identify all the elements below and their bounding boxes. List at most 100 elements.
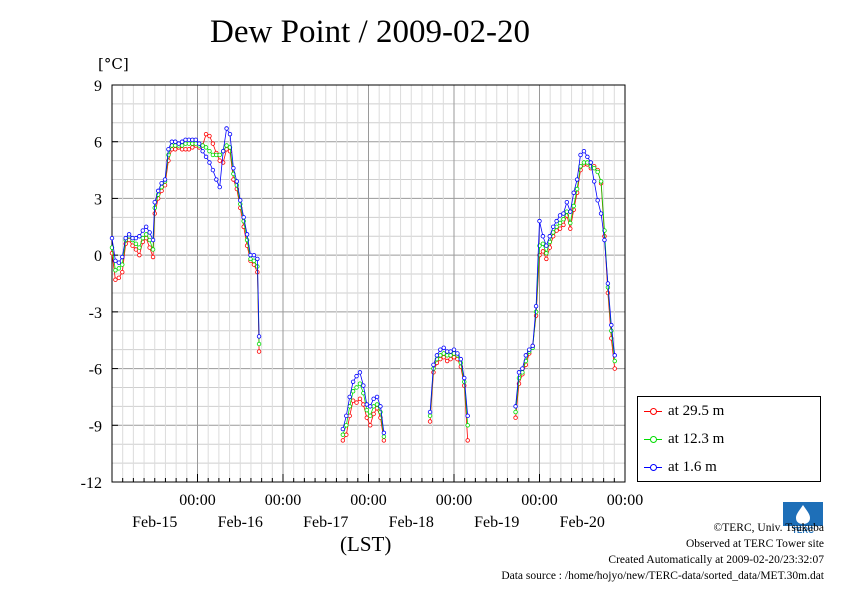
data-point xyxy=(179,139,185,144)
data-point xyxy=(120,269,125,275)
data-point xyxy=(224,126,229,131)
data-point xyxy=(248,256,253,262)
logo-text: TERC xyxy=(792,526,814,534)
data-point xyxy=(448,353,453,358)
data-point xyxy=(431,362,436,367)
y-tick-label: -9 xyxy=(89,418,102,435)
data-point xyxy=(444,358,450,364)
data-point xyxy=(140,235,145,241)
data-point xyxy=(571,203,576,209)
data-point xyxy=(368,423,373,428)
data-point xyxy=(368,413,373,419)
data-point xyxy=(256,341,262,347)
data-point xyxy=(441,355,446,360)
data-point xyxy=(547,234,552,239)
data-point xyxy=(155,188,161,194)
data-point xyxy=(126,232,132,237)
data-point xyxy=(193,137,198,143)
data-point xyxy=(214,177,219,182)
data-point xyxy=(371,411,376,417)
data-point xyxy=(113,258,118,264)
data-point xyxy=(173,139,178,144)
x-date-tick-label: Feb-17 xyxy=(303,514,348,531)
data-point xyxy=(210,167,216,173)
data-point xyxy=(574,186,580,192)
y-tick-label: 3 xyxy=(94,191,102,208)
data-point xyxy=(374,394,380,400)
data-point xyxy=(609,322,614,328)
data-point xyxy=(357,396,363,402)
data-point xyxy=(592,179,597,184)
data-point xyxy=(568,220,573,226)
data-point xyxy=(140,228,145,233)
credits: ©TERC, Univ. Tsukuba Observed at TERC To… xyxy=(501,520,824,584)
data-point xyxy=(203,131,209,137)
data-point xyxy=(561,217,566,222)
data-point xyxy=(544,251,549,256)
data-point xyxy=(217,158,222,163)
data-point xyxy=(147,245,152,250)
data-point xyxy=(241,215,246,220)
data-point xyxy=(598,211,604,216)
legend-marker-green xyxy=(644,433,662,445)
data-point xyxy=(571,190,576,195)
data-point xyxy=(448,349,453,354)
grid-lines xyxy=(112,85,625,482)
data-point xyxy=(427,409,433,415)
data-point xyxy=(465,413,470,419)
data-point xyxy=(530,343,535,349)
series-line xyxy=(111,127,260,337)
series-layer xyxy=(109,126,617,443)
data-point xyxy=(203,154,209,160)
data-point xyxy=(588,160,593,165)
data-point xyxy=(451,355,457,360)
data-point xyxy=(217,184,222,190)
data-point xyxy=(354,373,359,379)
data-point xyxy=(147,230,152,235)
data-point xyxy=(116,266,122,271)
data-point xyxy=(210,141,216,146)
x-axis: 00:00Feb-1500:00Feb-1600:00Feb-1700:00Fe… xyxy=(111,474,643,531)
data-point xyxy=(109,235,115,241)
data-point xyxy=(540,249,546,254)
data-point xyxy=(220,148,226,154)
data-point xyxy=(557,226,563,231)
data-point xyxy=(568,226,573,231)
data-point xyxy=(550,224,556,229)
data-point xyxy=(602,237,607,243)
legend-label: at 12.3 m xyxy=(668,430,725,447)
data-point xyxy=(116,260,122,265)
legend: at 29.5 m at 12.3 m at 1.6 m xyxy=(637,396,821,482)
data-point xyxy=(344,423,349,428)
data-point xyxy=(186,147,192,152)
x-axis-label: (LST) xyxy=(340,532,392,556)
data-point xyxy=(441,351,446,356)
data-point xyxy=(224,143,229,148)
data-point xyxy=(513,409,518,415)
series-line xyxy=(515,162,616,413)
legend-label: at 1.6 m xyxy=(668,458,717,475)
data-point xyxy=(227,131,233,137)
data-point xyxy=(465,438,470,443)
data-point xyxy=(568,209,573,214)
credit-copyright: ©TERC, Univ. Tsukuba xyxy=(713,522,824,534)
data-point xyxy=(350,398,356,403)
data-point xyxy=(381,430,387,436)
data-point xyxy=(162,177,168,182)
data-point xyxy=(540,241,546,246)
data-point xyxy=(133,241,139,246)
data-point xyxy=(200,143,205,148)
data-point xyxy=(357,370,363,375)
data-point xyxy=(179,143,185,148)
data-point xyxy=(347,394,352,400)
data-point xyxy=(585,154,590,160)
data-point xyxy=(143,224,149,229)
data-point xyxy=(207,160,212,165)
data-point xyxy=(612,366,617,371)
data-point xyxy=(137,245,142,250)
x-date-tick-label: Feb-15 xyxy=(132,514,177,531)
data-point xyxy=(116,275,122,281)
data-point xyxy=(557,213,563,218)
credit-created: Created Automatically at 2009-02-20/23:3… xyxy=(608,554,824,566)
